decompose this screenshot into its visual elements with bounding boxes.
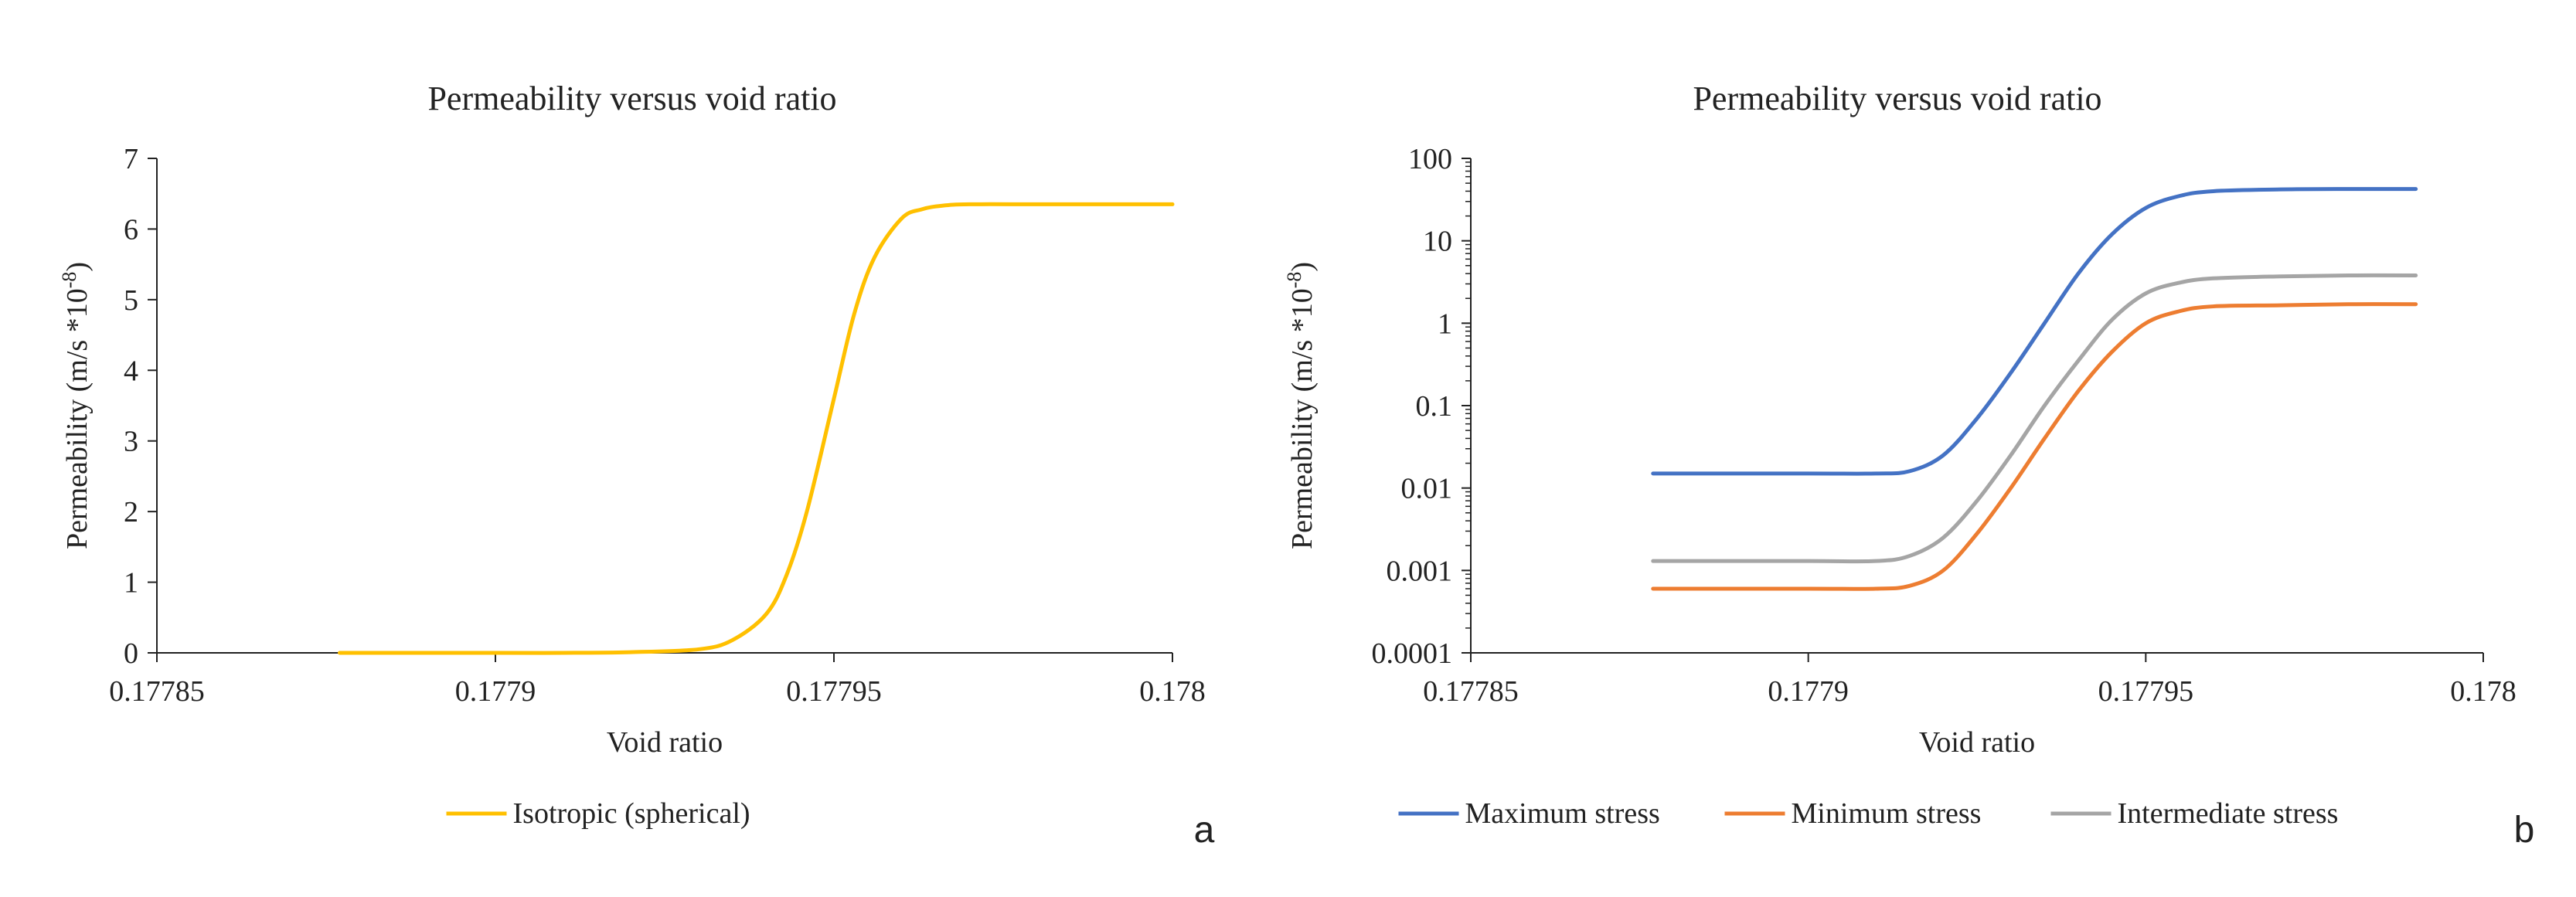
y-tick-label: 0.01	[1401, 473, 1453, 505]
y-tick-label: 4	[124, 355, 138, 387]
legend-item: Minimum stress	[1724, 797, 1982, 830]
legend-label: Minimum stress	[1792, 797, 1982, 830]
y-tick-label: 10	[1423, 226, 1452, 258]
legend-item: Isotropic (spherical)	[446, 797, 750, 830]
y-tick-label: 2	[124, 496, 138, 528]
x-tick-label: 0.1779	[455, 675, 536, 708]
x-axis-label: Void ratio	[1919, 726, 2035, 759]
legend: Isotropic (spherical)	[446, 797, 750, 830]
y-axis-label-close: )	[61, 262, 94, 272]
y-axis-label-close: )	[1286, 262, 1319, 272]
panel-letter: a	[1194, 810, 1215, 851]
y-tick-label: 3	[124, 426, 138, 458]
x-tick-label: 0.17795	[786, 675, 882, 708]
legend: Maximum stress Minimum stress Intermediate…	[1398, 797, 2339, 830]
chart-title: Permeability versus void ratio	[1693, 80, 2101, 117]
x-tick-label: 0.17785	[1423, 675, 1519, 708]
series-line-intermediate-stress	[1651, 273, 2418, 564]
y-axis-label-text: Permeability (m/s *10	[61, 288, 94, 549]
series-line-maximum-stress	[1651, 187, 2418, 476]
y-tick-label: 0.1	[1416, 390, 1453, 423]
y-tick-label: 7	[124, 143, 138, 175]
y-tick-label: 1	[124, 567, 138, 600]
y-tick-label: 0.001	[1387, 555, 1453, 587]
x-tick-label: 0.178	[1139, 675, 1206, 708]
y-tick-label: 1	[1438, 307, 1452, 340]
y-tick-label: 100	[1408, 143, 1452, 175]
legend-item: Intermediate stress	[2050, 797, 2339, 830]
y-axis-label-text: Permeability (m/s *10	[1286, 288, 1319, 549]
legend-label: Maximum stress	[1465, 797, 1660, 830]
panel-letter: b	[2514, 810, 2535, 851]
x-tick-label: 0.178	[2450, 675, 2516, 708]
y-axis-label: Permeability (m/s *10-8)	[58, 262, 94, 549]
x-axis-label: Void ratio	[607, 726, 723, 759]
x-tick-label: 0.1779	[1768, 675, 1849, 708]
y-tick-label: 0.0001	[1372, 637, 1453, 670]
y-axis-label: Permeability (m/s *10-8)	[1283, 262, 1319, 549]
x-tick-label: 0.17785	[109, 675, 205, 708]
series-line-isotropic-spherical	[338, 202, 1175, 655]
legend-label: Intermediate stress	[2118, 797, 2339, 830]
y-axis-label-exponent: -8	[1283, 272, 1305, 289]
series-line-minimum-stress	[1651, 302, 2418, 591]
x-tick-label: 0.17795	[2098, 675, 2194, 708]
y-tick-label: 0	[124, 637, 138, 670]
chart-title: Permeability versus void ratio	[427, 80, 836, 117]
legend-item: Maximum stress	[1398, 797, 1660, 830]
y-tick-label: 5	[124, 284, 138, 317]
chart-panel-b: Permeability versus void ratio 0.0001 0.00…	[1283, 80, 2535, 851]
legend-label: Isotropic (spherical)	[513, 797, 750, 830]
y-axis-label-exponent: -8	[58, 272, 80, 289]
chart-panel-a: Permeability versus void ratio 0 1 2 3 4 5 6 7 0.…	[58, 80, 1215, 851]
y-tick-label: 6	[124, 213, 138, 246]
